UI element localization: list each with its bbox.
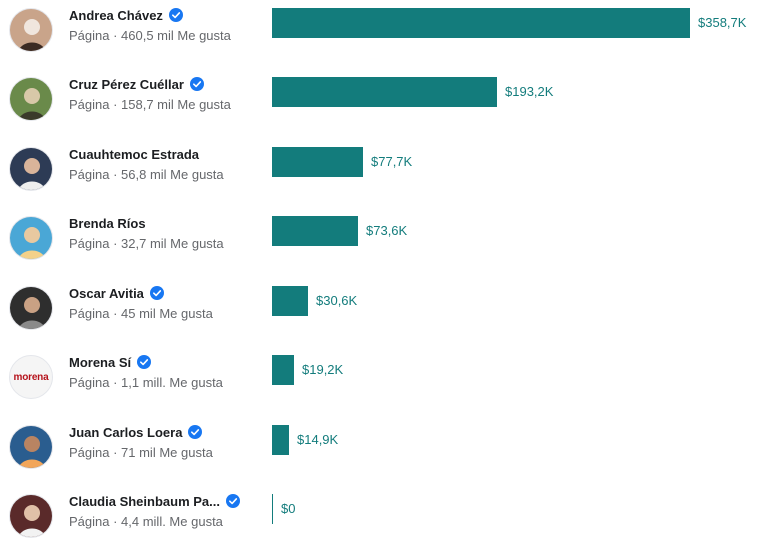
page-row: Oscar Avitia Página · 45 mil Me gusta $30,… xyxy=(0,278,780,338)
page-row: Andrea Chávez Página · 460,5 mil Me gusta… xyxy=(0,0,780,60)
bar xyxy=(272,425,289,455)
avatar[interactable] xyxy=(9,494,53,538)
name-line: Oscar Avitia xyxy=(69,284,164,302)
verified-badge-icon xyxy=(188,425,203,439)
page-row: Cruz Pérez Cuéllar Página · 158,7 mil Me … xyxy=(0,69,780,129)
page-meta: Página · 45 mil Me gusta xyxy=(69,306,213,321)
page-name[interactable]: Brenda Ríos xyxy=(69,215,146,231)
page-meta: Página · 4,4 mill. Me gusta xyxy=(69,514,223,529)
page-row: morena Morena Sí Página · 1,1 mill. Me gus… xyxy=(0,347,780,407)
person-photo-icon xyxy=(10,9,52,51)
person-photo-icon xyxy=(10,217,52,259)
person-photo-icon xyxy=(10,148,52,190)
avatar[interactable] xyxy=(9,147,53,191)
verified-badge-icon xyxy=(225,494,240,508)
bar-value-label: $19,2K xyxy=(302,362,344,377)
bar xyxy=(272,494,273,524)
morena-logo-avatar[interactable]: morena xyxy=(9,355,53,399)
avatar[interactable] xyxy=(9,216,53,260)
page-row: Brenda Ríos Página · 32,7 mil Me gusta $73… xyxy=(0,208,780,268)
page-name[interactable]: Cuauhtemoc Estrada xyxy=(69,146,200,162)
verified-badge-icon xyxy=(149,286,164,300)
logo-text: morena xyxy=(13,371,49,383)
page-meta: Página · 32,7 mil Me gusta xyxy=(69,236,224,251)
page-meta: Página · 158,7 mil Me gusta xyxy=(69,97,231,112)
verified-badge-icon xyxy=(189,77,204,91)
page-row: Juan Carlos Loera Página · 71 mil Me gust… xyxy=(0,417,780,477)
page-row: Claudia Sheinbaum Pa... Página · 4,4 mill… xyxy=(0,486,780,546)
page-name[interactable]: Claudia Sheinbaum Pa... xyxy=(69,493,220,509)
page-meta: Página · 460,5 mil Me gusta xyxy=(69,28,231,43)
name-line: Andrea Chávez xyxy=(69,6,183,24)
avatar[interactable] xyxy=(9,286,53,330)
name-line: Claudia Sheinbaum Pa... xyxy=(69,492,240,510)
page-meta: Página · 71 mil Me gusta xyxy=(69,445,213,460)
bar-value-label: $358,7K xyxy=(698,15,747,30)
bar-value-label: $14,9K xyxy=(297,432,339,447)
page-meta: Página · 1,1 mill. Me gusta xyxy=(69,375,223,390)
bar xyxy=(272,77,497,107)
bar-value-label: $30,6K xyxy=(316,293,358,308)
avatar[interactable] xyxy=(9,77,53,121)
bar xyxy=(272,355,294,385)
person-photo-icon xyxy=(10,426,52,468)
avatar[interactable] xyxy=(9,425,53,469)
page-name[interactable]: Morena Sí xyxy=(69,354,132,370)
bar-value-label: $0 xyxy=(281,501,296,516)
bar-value-label: $77,7K xyxy=(371,154,413,169)
name-line: Cuauhtemoc Estrada xyxy=(69,145,199,163)
page-name[interactable]: Andrea Chávez xyxy=(69,7,163,23)
avatar[interactable] xyxy=(9,8,53,52)
bar-value-label: $73,6K xyxy=(366,223,408,238)
verified-badge-icon xyxy=(168,8,183,22)
name-line: Cruz Pérez Cuéllar xyxy=(69,75,204,93)
bar xyxy=(272,286,308,316)
page-meta: Página · 56,8 mil Me gusta xyxy=(69,167,224,182)
bar xyxy=(272,8,690,38)
page-name[interactable]: Juan Carlos Loera xyxy=(69,424,183,440)
bar xyxy=(272,147,363,177)
page-name[interactable]: Oscar Avitia xyxy=(69,285,144,301)
person-photo-icon xyxy=(10,287,52,329)
name-line: Juan Carlos Loera xyxy=(69,423,203,441)
name-line: Morena Sí xyxy=(69,353,152,371)
page-name[interactable]: Cruz Pérez Cuéllar xyxy=(69,76,184,92)
verified-badge-icon xyxy=(137,355,152,369)
page-row: Cuauhtemoc Estrada Página · 56,8 mil Me g… xyxy=(0,139,780,199)
name-line: Brenda Ríos xyxy=(69,214,146,232)
person-photo-icon xyxy=(10,78,52,120)
person-photo-icon xyxy=(10,495,52,537)
bar-value-label: $193,2K xyxy=(505,84,554,99)
bar xyxy=(272,216,358,246)
